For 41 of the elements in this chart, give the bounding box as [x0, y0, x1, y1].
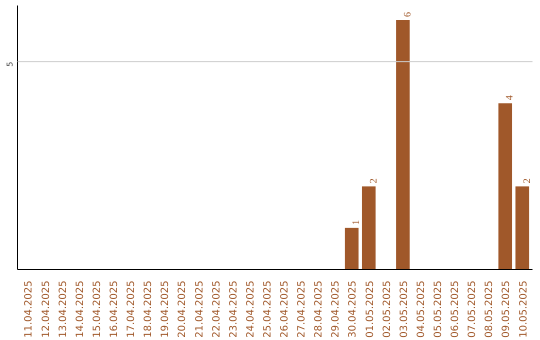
- x-tick-label: 09.05.2025: [501, 280, 512, 338]
- data-label: 2: [368, 178, 380, 184]
- bar: [498, 103, 512, 270]
- x-tick-label: 13.04.2025: [58, 280, 69, 338]
- bar: [362, 186, 376, 270]
- bar: [396, 20, 410, 270]
- x-tick-label: 19.04.2025: [160, 280, 172, 338]
- x-tick-label: 30.04.2025: [348, 280, 359, 338]
- x-tick-label: 15.04.2025: [92, 280, 103, 338]
- ref-line-label: 5: [6, 62, 14, 67]
- x-tick-label: 20.04.2025: [177, 280, 188, 338]
- x-tick-label: 05.05.2025: [433, 280, 444, 338]
- data-label: 2: [522, 178, 533, 184]
- x-tick-label: 03.05.2025: [398, 280, 410, 338]
- x-tick-label: 02.05.2025: [382, 280, 393, 338]
- data-label: 4: [504, 95, 516, 100]
- x-tick-label: 08.05.2025: [484, 280, 496, 338]
- x-tick-label: 29.04.2025: [330, 280, 342, 338]
- x-tick-label: 16.04.2025: [108, 280, 120, 338]
- data-label: 1: [351, 220, 362, 225]
- x-tick-label: 25.04.2025: [262, 280, 274, 338]
- x-tick-label: 07.05.2025: [467, 280, 478, 338]
- x-tick-label: 28.04.2025: [314, 280, 325, 338]
- x-tick-label: 14.04.2025: [74, 280, 86, 338]
- x-tick-label: 10.05.2025: [518, 280, 530, 338]
- x-tick-label: 06.05.2025: [450, 280, 462, 338]
- x-tick-label: 23.04.2025: [228, 280, 240, 338]
- x-tick-label: 21.04.2025: [194, 280, 206, 338]
- x-tick-label: 22.04.2025: [211, 280, 222, 338]
- bar: [515, 186, 530, 270]
- bar: [344, 228, 359, 270]
- x-tick-label: 04.05.2025: [416, 280, 427, 338]
- x-tick-label: 11.04.2025: [24, 280, 35, 338]
- x-tick-label: 01.05.2025: [364, 280, 376, 338]
- x-tick-label: 17.04.2025: [126, 280, 138, 338]
- data-label: 6: [402, 12, 414, 18]
- x-tick-label: 12.04.2025: [40, 280, 52, 338]
- x-tick-label: 18.04.2025: [143, 280, 154, 338]
- x-tick-label: 24.04.2025: [245, 280, 256, 338]
- x-tick-label: 27.04.2025: [296, 280, 308, 338]
- x-tick-label: 26.04.2025: [280, 280, 291, 338]
